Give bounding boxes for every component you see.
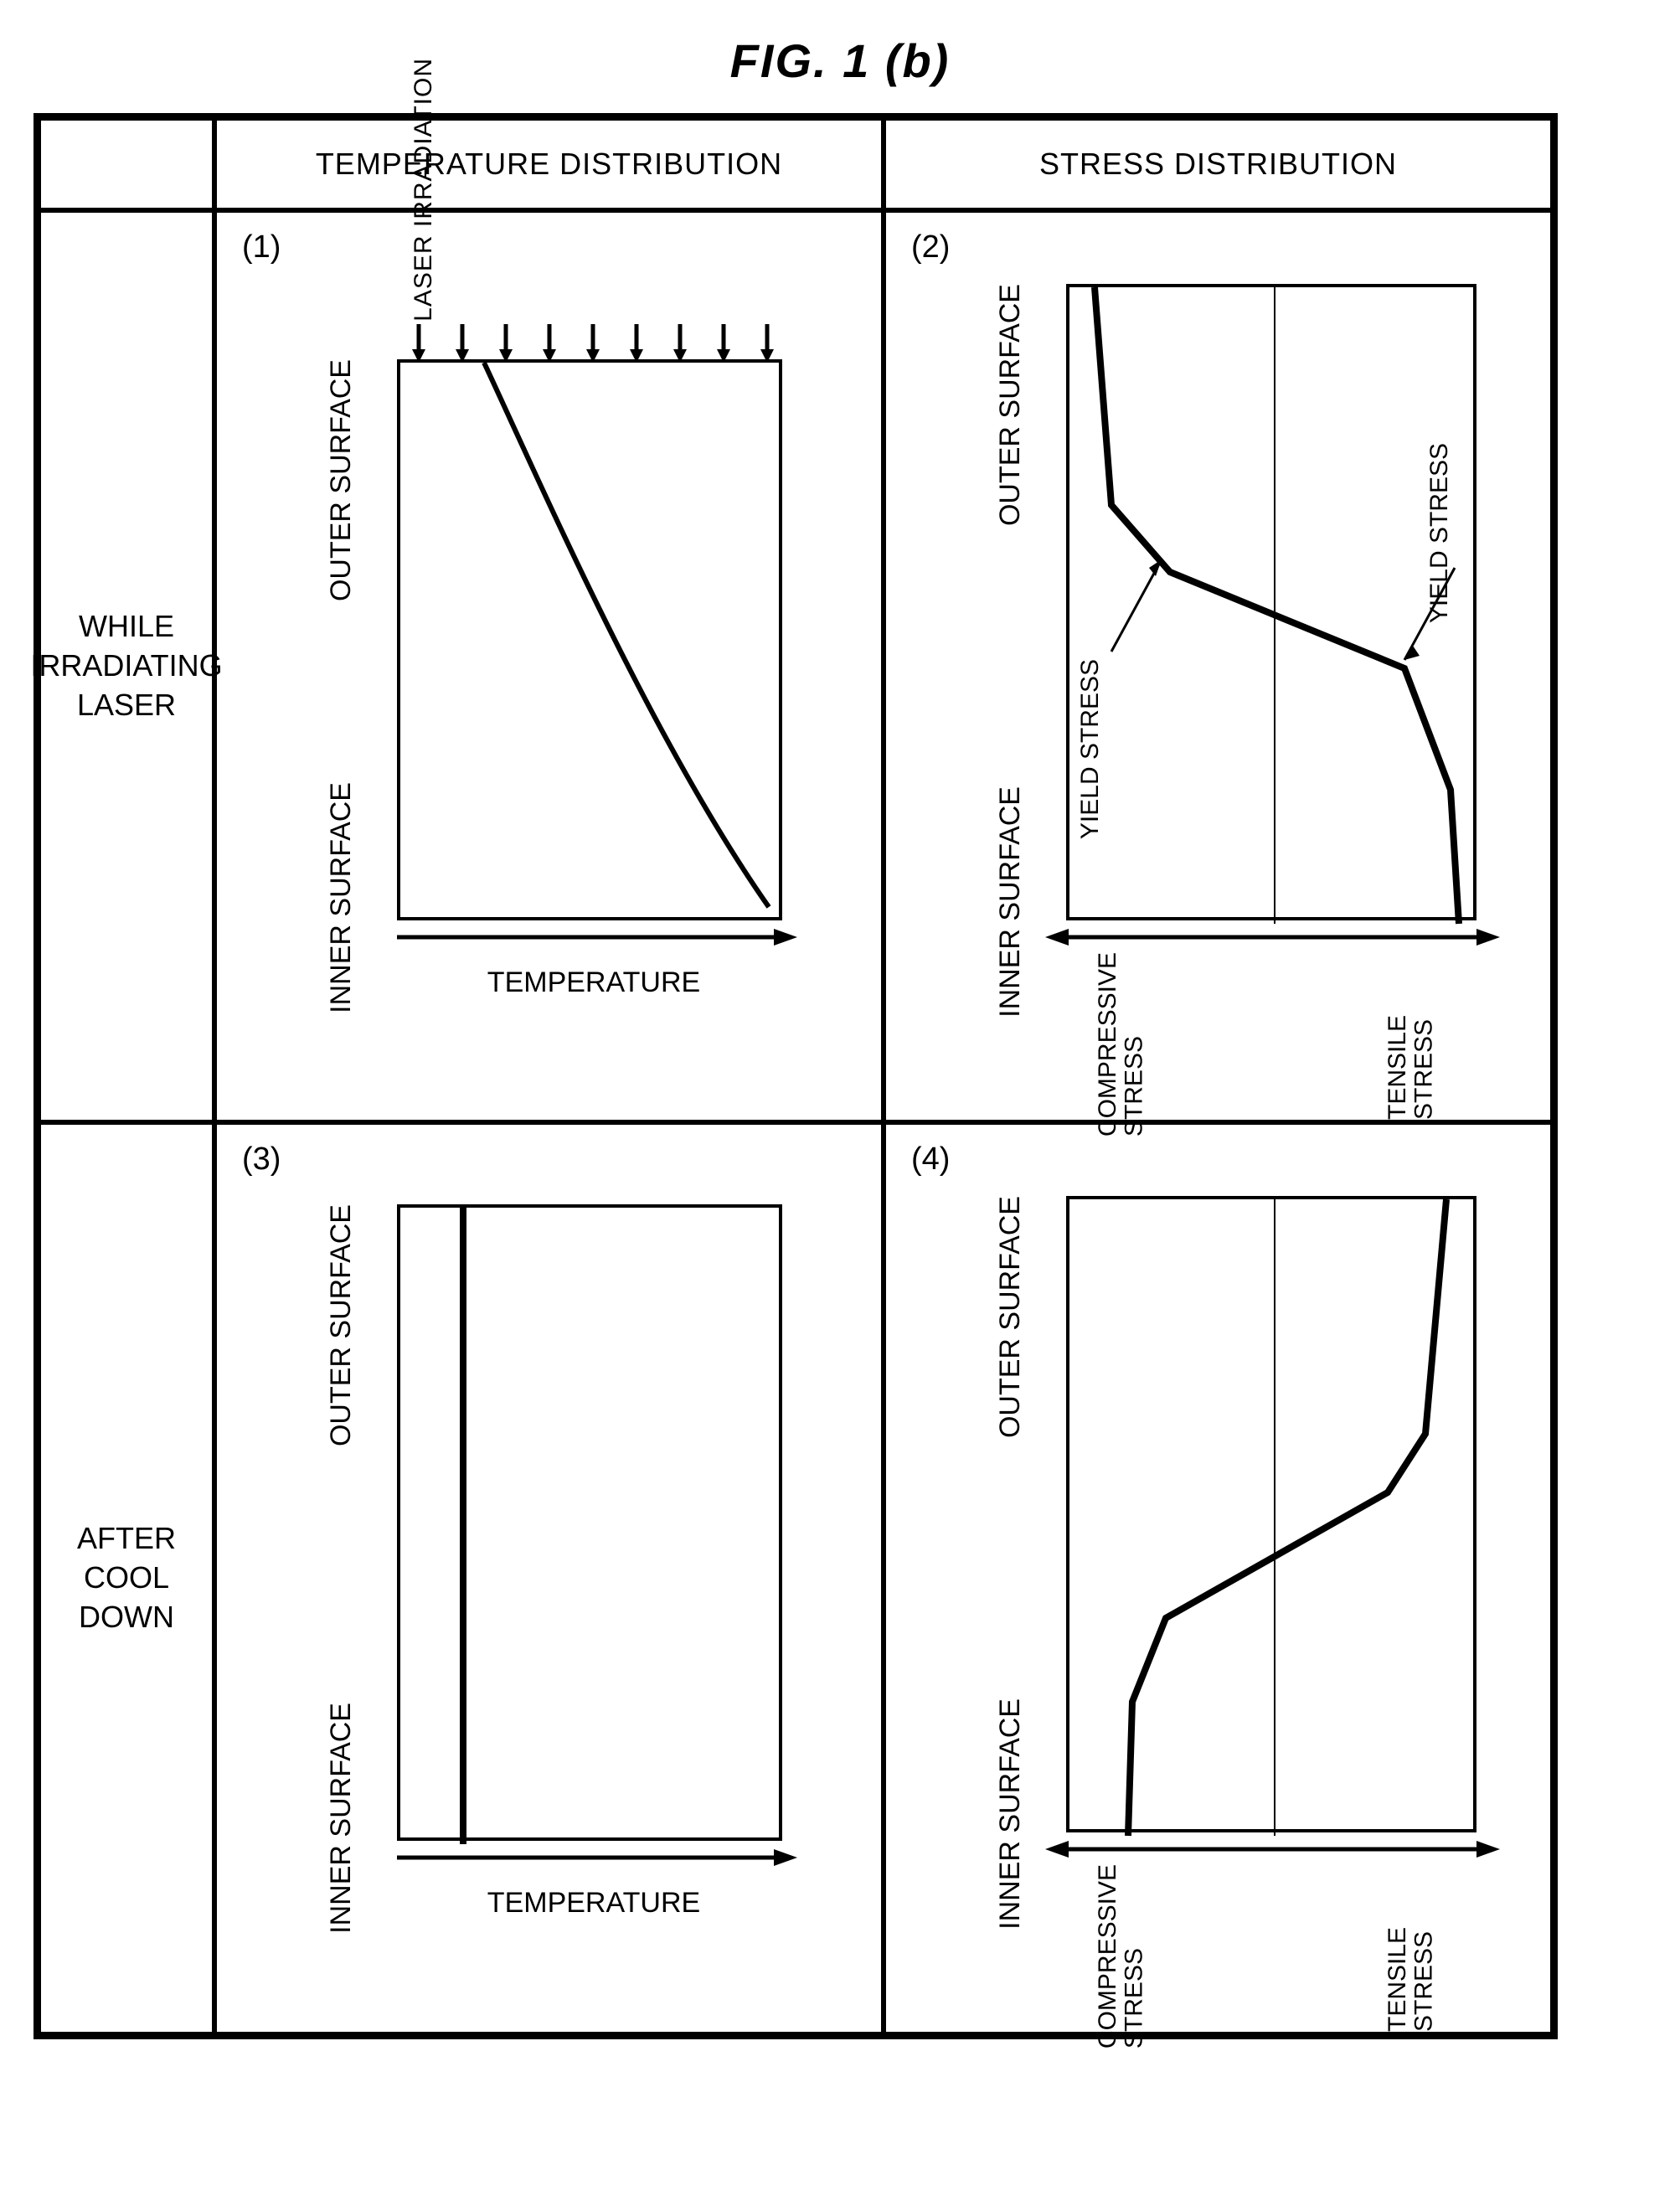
p2-svg bbox=[1069, 287, 1480, 924]
figure-title: FIG. 1 (b) bbox=[33, 34, 1647, 88]
panel-3: (3) OUTER SURFACE INNER SURFACE TEMPERAT… bbox=[214, 1122, 884, 2034]
p4-outer-label: OUTER SURFACE bbox=[995, 1196, 1026, 1438]
p3-inner-label: INNER SURFACE bbox=[326, 1703, 357, 1934]
row-label-text-1: WHILE IRRADIATING LASER bbox=[30, 607, 222, 724]
p1-xlabel: TEMPERATURE bbox=[468, 966, 719, 999]
p1-temp-curve bbox=[484, 363, 769, 907]
row-label-cooldown: AFTER COOL DOWN bbox=[39, 1122, 214, 2034]
p2-plot-box bbox=[1066, 284, 1476, 920]
p2-outer-label: OUTER SURFACE bbox=[995, 284, 1026, 526]
p4-inner-label: INNER SURFACE bbox=[995, 1698, 1026, 1930]
p2-inner-label: INNER SURFACE bbox=[995, 786, 1026, 1018]
corner-cell bbox=[39, 118, 214, 210]
laser-irradiation-label: LASER IRRADIATION bbox=[410, 58, 438, 322]
panel-1-number: (1) bbox=[242, 229, 281, 265]
p4-plot-box bbox=[1066, 1196, 1476, 1832]
p1-svg bbox=[400, 363, 786, 924]
p1-plot-box bbox=[397, 359, 782, 920]
col-header-stress: STRESS DISTRIBUTION bbox=[884, 118, 1553, 210]
row-label-text-2: AFTER COOL DOWN bbox=[41, 1519, 212, 1636]
p3-xlabel: TEMPERATURE bbox=[468, 1887, 719, 1920]
figure-grid: TEMPERATURE DISTRIBUTION STRESS DISTRIBU… bbox=[33, 113, 1558, 2039]
panel-2: (2) OUTER SURFACE INNER SURFACE YIELD ST… bbox=[884, 210, 1553, 1122]
row-label-irradiating: WHILE IRRADIATING LASER bbox=[39, 210, 214, 1122]
col-header-temp: TEMPERATURE DISTRIBUTION bbox=[214, 118, 884, 210]
panel-2-number: (2) bbox=[911, 229, 950, 265]
p2-xleft: COMPRESSIVE STRESS bbox=[1095, 952, 1147, 1136]
p1-inner-label: INNER SURFACE bbox=[326, 782, 357, 1013]
p4-svg bbox=[1069, 1199, 1480, 1836]
p3-outer-label: OUTER SURFACE bbox=[326, 1204, 357, 1446]
p4-xleft: COMPRESSIVE STRESS bbox=[1095, 1864, 1147, 2049]
p2-yield-2: YIELD STRESS bbox=[1426, 443, 1453, 623]
p1-outer-label: OUTER SURFACE bbox=[326, 359, 357, 601]
p2-stress-curve bbox=[1095, 287, 1459, 924]
p2-xright: TENSILE STRESS bbox=[1384, 952, 1437, 1120]
panel-1: (1) OUTER SURFACE INNER SURFACE LASER IR… bbox=[214, 210, 884, 1122]
p4-stress-curve bbox=[1128, 1199, 1446, 1836]
p3-plot-box bbox=[397, 1204, 782, 1841]
panel-4-number: (4) bbox=[911, 1142, 950, 1178]
panel-4: (4) OUTER SURFACE INNER SURFACE COMPRESS… bbox=[884, 1122, 1553, 2034]
p3-svg bbox=[400, 1208, 786, 1844]
p4-xright: TENSILE STRESS bbox=[1384, 1864, 1437, 2032]
laser-arrows bbox=[412, 324, 774, 363]
panel-3-number: (3) bbox=[242, 1142, 281, 1178]
p2-yield-1: YIELD STRESS bbox=[1077, 659, 1104, 839]
